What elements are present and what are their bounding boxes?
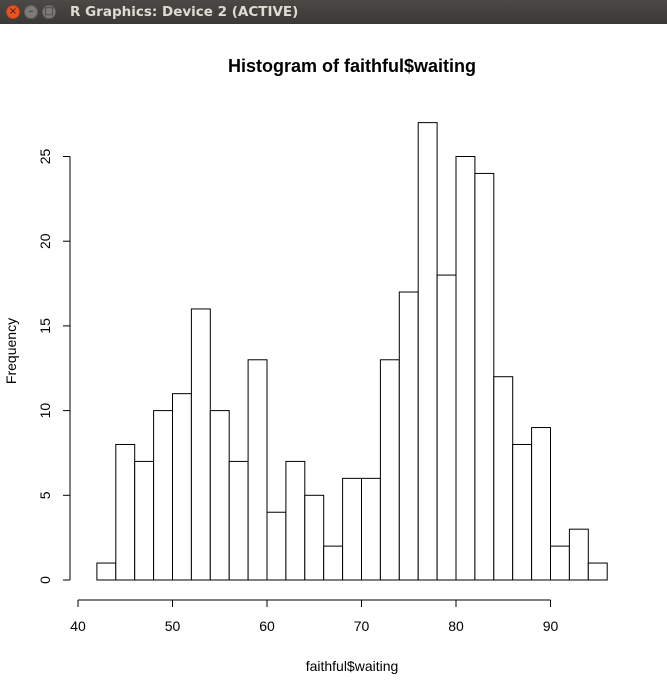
histogram-bar-86-88 xyxy=(512,443,533,581)
minimize-icon[interactable]: – xyxy=(24,5,38,19)
x-axis-label: faithful$waiting xyxy=(306,658,399,674)
histogram-bar-64-66 xyxy=(304,494,325,581)
y-tick-label: 20 xyxy=(37,233,53,249)
histogram-bar-62-64 xyxy=(285,460,306,581)
histogram-bar-50-52 xyxy=(172,393,192,581)
histogram-bar-58-60 xyxy=(247,359,268,581)
x-axis: 40 50 60 70 80 90 xyxy=(70,599,559,634)
histogram-bar-48-50 xyxy=(153,410,174,581)
y-tick-label: 0 xyxy=(37,576,53,584)
histogram-bar-56-58 xyxy=(228,460,249,581)
plot-canvas: Histogram of faithful$waiting 40 50 60 70 80… xyxy=(0,24,667,691)
x-tick-label: 40 xyxy=(70,618,86,634)
histogram-bar-44-46 xyxy=(115,443,136,581)
histogram-bar-94-96 xyxy=(587,562,608,581)
y-tick-label: 15 xyxy=(37,318,53,334)
histogram-plot: Histogram of faithful$waiting 40 50 60 70 80… xyxy=(3,56,608,674)
window-titlebar: × – □ R Graphics: Device 2 (ACTIVE) xyxy=(0,0,667,24)
x-tick-label: 70 xyxy=(354,618,370,634)
histogram-bar-82-84 xyxy=(474,172,495,581)
x-tick-label: 50 xyxy=(165,618,181,634)
histogram-bar-88-90 xyxy=(531,427,551,581)
histogram-bar-74-76 xyxy=(398,291,419,581)
window-title: R Graphics: Device 2 (ACTIVE) xyxy=(70,4,299,20)
y-axis-label: Frequency xyxy=(3,318,19,384)
x-tick-label: 60 xyxy=(259,618,275,634)
x-tick-label: 80 xyxy=(448,618,464,634)
y-tick-label: 5 xyxy=(37,491,53,499)
histogram-bar-92-94 xyxy=(568,528,589,581)
y-tick-label: 25 xyxy=(37,149,53,165)
histogram-bar-54-56 xyxy=(209,410,230,581)
histogram-bar-60-62 xyxy=(266,511,287,581)
histogram-bar-70-72 xyxy=(361,477,381,581)
histogram-bar-68-70 xyxy=(342,477,363,581)
close-glyph: × xyxy=(8,6,18,17)
histogram-bar-72-74 xyxy=(379,359,400,581)
minimize-glyph: – xyxy=(28,6,34,17)
histogram-bar-90-92 xyxy=(550,545,570,581)
bars-group xyxy=(96,122,608,581)
histogram-bar-42-44 xyxy=(96,562,117,581)
histogram-bar-80-82 xyxy=(455,156,476,581)
histogram-bar-76-78 xyxy=(417,122,438,581)
close-icon[interactable]: × xyxy=(6,5,20,19)
histogram-bar-66-68 xyxy=(323,545,344,581)
y-axis: 0 5 10 15 20 25 xyxy=(37,149,71,584)
chart-title: Histogram of faithful$waiting xyxy=(228,56,476,76)
x-tick-label: 90 xyxy=(543,618,559,634)
histogram-bar-78-80 xyxy=(436,274,457,581)
maximize-icon[interactable]: □ xyxy=(42,5,56,19)
histogram-bar-84-86 xyxy=(493,376,514,581)
histogram-bar-52-54 xyxy=(190,308,211,581)
maximize-glyph: □ xyxy=(44,6,54,17)
y-tick-label: 10 xyxy=(37,403,53,419)
histogram-bar-46-48 xyxy=(134,460,155,581)
